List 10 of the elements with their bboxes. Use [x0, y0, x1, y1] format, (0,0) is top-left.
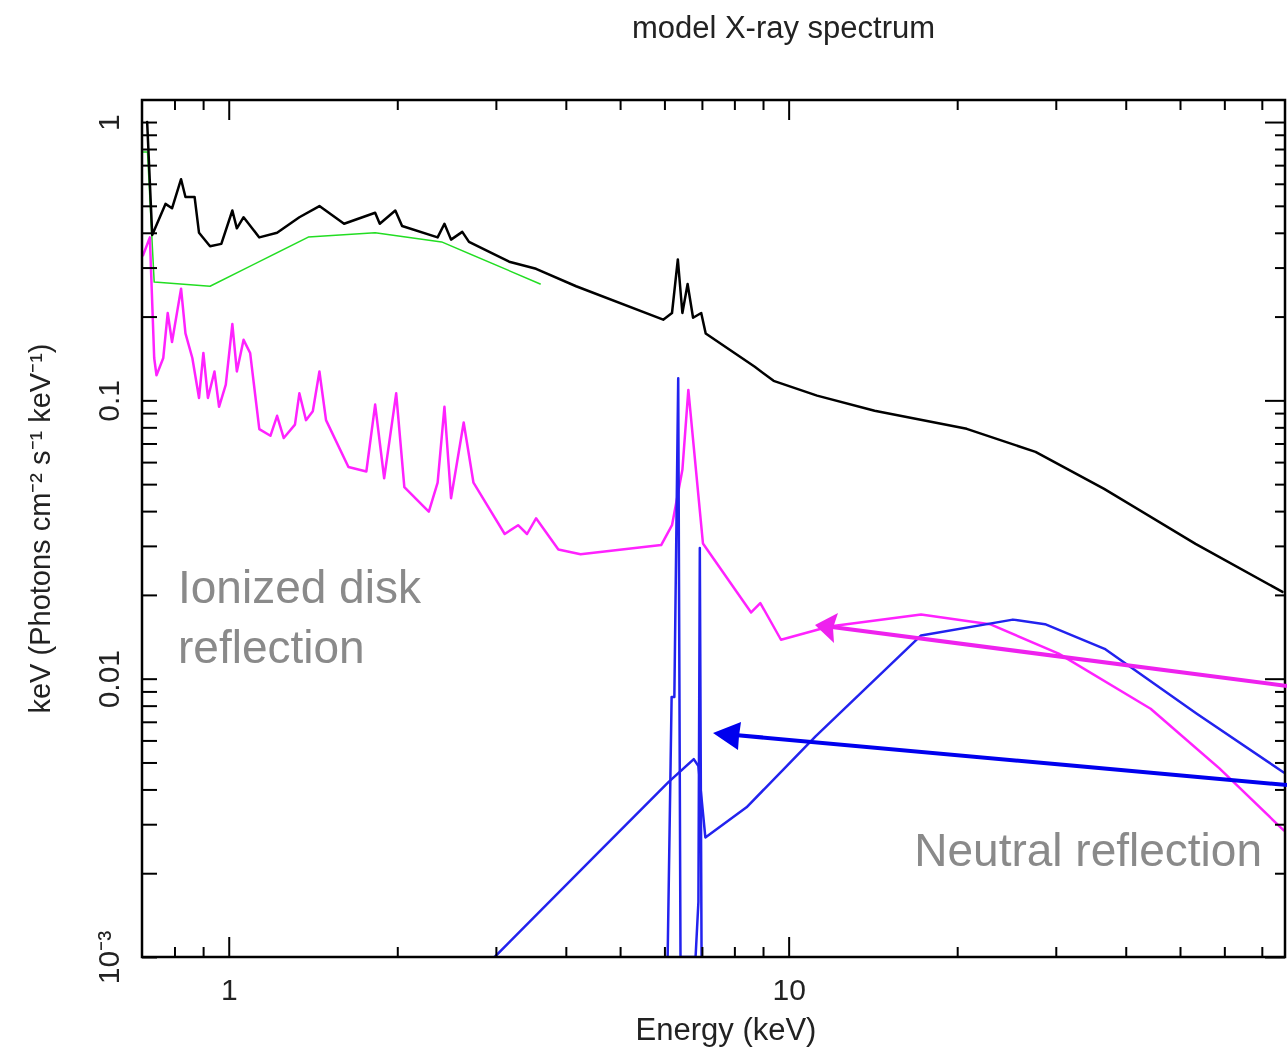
y-tick-label: 1 [91, 114, 125, 131]
x-axis-title: Energy (keV) [635, 1012, 817, 1047]
annotation: Ionized disk reflection [178, 561, 422, 673]
y-tick-label: 0.01 [91, 649, 125, 709]
y-tick-label: 0.1 [91, 380, 125, 422]
annotation: Neutral reflection [914, 824, 1262, 876]
y-axis-title: keV (Photons cm⁻² s⁻¹ keV⁻¹) [24, 343, 56, 714]
x-tick-label: 10 [772, 973, 806, 1007]
chart-title: model X-ray spectrum [631, 10, 936, 45]
y-tick-label: 10⁻³ [91, 930, 125, 985]
